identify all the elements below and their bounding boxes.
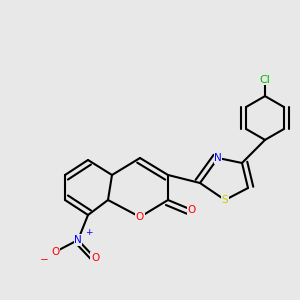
Text: O: O (91, 253, 99, 263)
Text: N: N (74, 235, 82, 245)
Text: O: O (188, 205, 196, 215)
Text: N: N (214, 153, 222, 163)
Text: S: S (222, 195, 228, 205)
Text: O: O (136, 212, 144, 222)
Text: +: + (85, 228, 93, 237)
Text: Cl: Cl (260, 75, 270, 85)
Text: −: − (40, 255, 49, 265)
Text: O: O (51, 247, 59, 257)
